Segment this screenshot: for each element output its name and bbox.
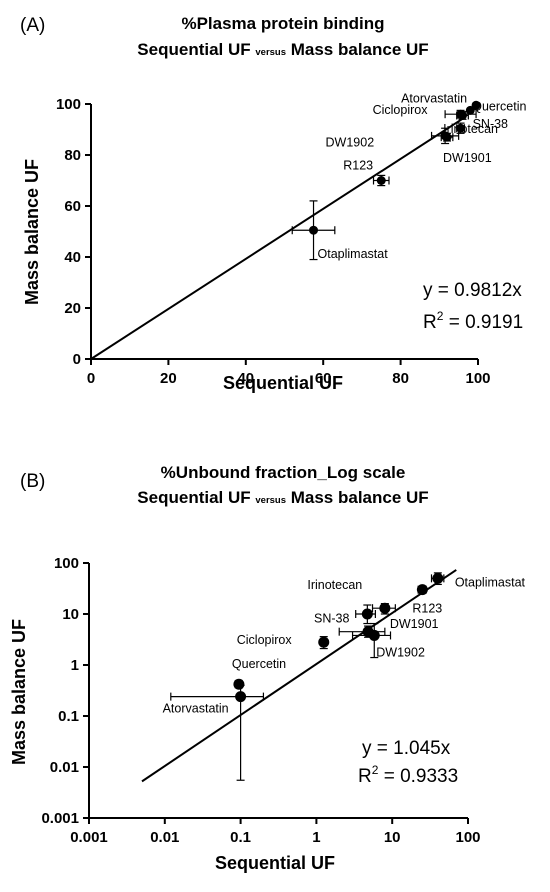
panel-a-title-line1: %Plasma protein binding	[181, 14, 384, 33]
data-point	[318, 636, 330, 648]
data-point	[379, 602, 391, 614]
x-tick-label: 0.001	[70, 829, 108, 846]
panel-a: (A) %Plasma protein binding Sequential U…	[20, 14, 527, 393]
regression-line	[141, 569, 457, 783]
data-point-label: Atorvastatin	[401, 91, 467, 105]
panel-a-r-squared: R2 = 0.9191	[423, 309, 523, 333]
data-point-label: R123	[343, 159, 373, 173]
x-tick-label: 0.1	[230, 829, 251, 846]
panel-b-title-line2: Sequential UF versus Mass balance UF	[137, 488, 428, 507]
data-point	[233, 678, 245, 690]
panel-a-r-squared-exponent: 2	[437, 309, 444, 323]
data-point-label: R123	[412, 602, 442, 616]
data-point-label: DW1902	[326, 135, 375, 149]
x-tick-label: 10	[384, 829, 401, 846]
y-tick-label: 0.001	[41, 810, 79, 827]
data-point	[368, 629, 380, 641]
data-point-label: Ciclopirox	[237, 633, 293, 647]
panel-a-x-axis-title: Sequential UF	[223, 373, 343, 393]
data-point-label: SN-38	[473, 117, 508, 131]
y-tick-label: 1	[71, 657, 79, 674]
data-point-label: Ciclopirox	[373, 103, 429, 117]
data-point	[471, 100, 481, 110]
panel-a-r-squared-base: R	[423, 312, 437, 333]
data-point	[416, 584, 428, 596]
panel-b-title-line2-versus: versus	[255, 495, 286, 506]
panel-b-r-squared-base: R	[358, 766, 372, 787]
data-point-label: SN-38	[314, 612, 349, 626]
panel-b-title-line1: %Unbound fraction_Log scale	[161, 463, 406, 482]
x-tick-label: 60	[315, 370, 332, 387]
data-point-label: Otaplimastat	[455, 575, 526, 589]
panel-b-equation: y = 1.045x	[362, 738, 451, 759]
data-point	[442, 132, 452, 142]
panel-a-title-line2-right: Mass balance UF	[286, 40, 429, 59]
panel-b-title-line2-right: Mass balance UF	[286, 488, 429, 507]
panel-a-label: (A)	[20, 15, 45, 36]
data-point	[432, 572, 444, 584]
panel-b-y-axis-title: Mass balance UF	[9, 619, 29, 765]
data-point	[309, 225, 319, 235]
panel-a-title-line2-versus: versus	[255, 47, 286, 58]
data-point	[361, 608, 373, 620]
panel-a-title-line2-left: Sequential UF	[137, 40, 255, 59]
panel-b-r-squared-exponent: 2	[372, 763, 379, 777]
regression-line	[90, 117, 464, 360]
y-tick-label: 10	[62, 606, 79, 623]
x-tick-label: 40	[237, 370, 254, 387]
panel-b-label: (B)	[20, 471, 45, 492]
y-tick-label: 40	[64, 249, 81, 266]
y-tick-label: 0.1	[58, 708, 79, 725]
panel-a-r-squared-value: = 0.9191	[443, 312, 523, 333]
y-tick-label: 100	[56, 96, 81, 113]
data-point-label: Otaplimastat	[318, 247, 389, 261]
panel-b-x-axis-title: Sequential UF	[215, 853, 335, 873]
x-tick-label: 100	[455, 829, 480, 846]
panel-b-title-line2-left: Sequential UF	[137, 488, 255, 507]
y-tick-label: 20	[64, 300, 81, 317]
y-tick-label: 0.01	[50, 759, 79, 776]
data-point-label: Quercetin	[232, 657, 286, 671]
data-point	[376, 176, 386, 185]
panel-a-title-line2: Sequential UF versus Mass balance UF	[137, 40, 428, 59]
data-point	[458, 110, 468, 120]
panel-b-r-squared: R2 = 0.9333	[358, 763, 458, 787]
data-point-label: Irinotecan	[307, 578, 362, 592]
data-point-label: Irinotecan	[443, 122, 498, 136]
x-tick-label: 0	[87, 370, 95, 387]
data-point-label: Quercetin	[472, 99, 526, 113]
x-tick-label: 20	[160, 370, 177, 387]
data-point	[456, 123, 466, 133]
panel-b: (B) %Unbound fraction_Log scale Sequenti…	[9, 463, 526, 873]
y-tick-label: 60	[64, 198, 81, 215]
data-point-label: DW1901	[390, 617, 439, 631]
data-point-label: Atorvastatin	[163, 702, 229, 716]
x-tick-label: 0.01	[150, 829, 179, 846]
x-tick-label: 1	[312, 829, 320, 846]
x-tick-label: 80	[392, 370, 409, 387]
data-point	[235, 691, 247, 703]
y-tick-label: 80	[64, 147, 81, 164]
panel-a-y-axis-title: Mass balance UF	[22, 159, 42, 305]
panel-a-equation: y = 0.9812x	[423, 280, 522, 301]
data-point-label: DW1901	[443, 151, 492, 165]
x-tick-label: 100	[465, 370, 490, 387]
panel-b-r-squared-value: = 0.9333	[378, 766, 458, 787]
y-tick-label: 100	[54, 555, 79, 572]
data-point-label: DW1902	[376, 645, 425, 659]
y-tick-label: 0	[73, 351, 81, 368]
